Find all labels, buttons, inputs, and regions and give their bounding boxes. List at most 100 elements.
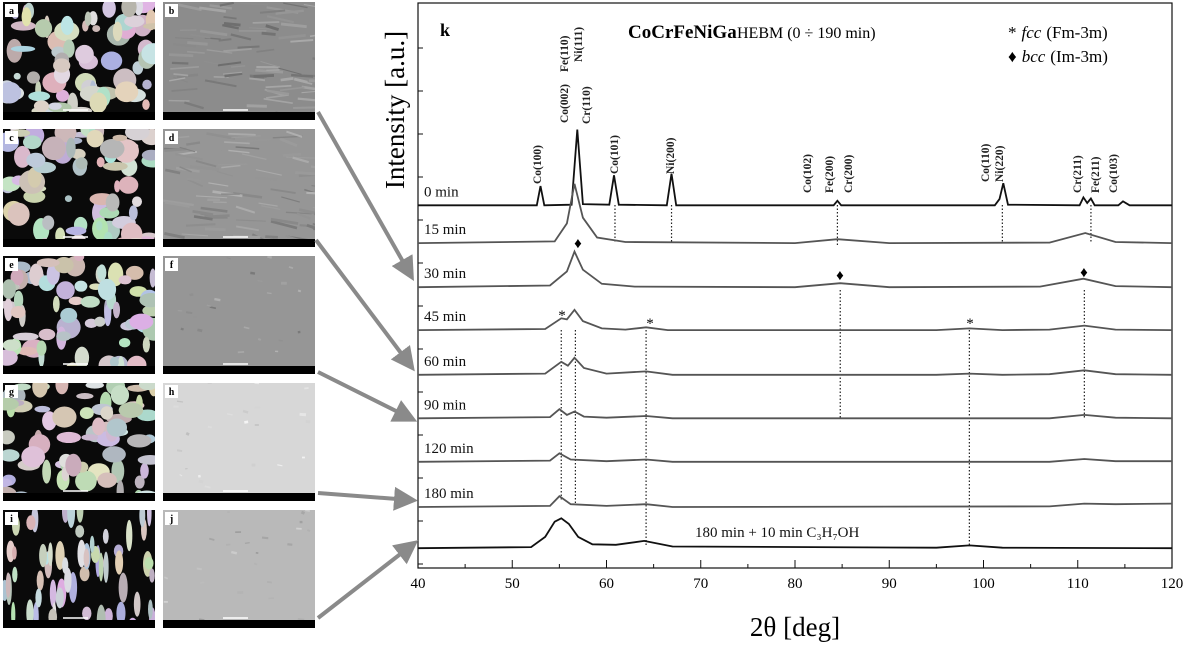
legend-entry: ♦bcc(Im-3m) xyxy=(1008,47,1108,66)
peak-annotation: Fe(211) xyxy=(1090,156,1102,193)
panel-letter: d xyxy=(169,133,175,144)
streak xyxy=(267,582,272,583)
particle xyxy=(142,150,161,161)
arrow xyxy=(318,493,410,500)
streak xyxy=(286,157,315,158)
particle xyxy=(66,227,87,235)
particle xyxy=(113,135,128,141)
particle xyxy=(13,333,39,341)
particle xyxy=(107,418,127,436)
sem-image: h xyxy=(163,383,315,501)
particle xyxy=(74,253,84,261)
trace xyxy=(418,184,1172,243)
streak xyxy=(243,411,248,412)
streak xyxy=(186,433,189,434)
particle xyxy=(56,281,75,299)
particle xyxy=(11,46,35,52)
x-tick-label: 120 xyxy=(1161,576,1184,592)
streak xyxy=(306,421,311,422)
panel-letter: i xyxy=(10,514,13,525)
sem-bg xyxy=(163,256,315,374)
streak xyxy=(281,78,294,80)
sem-image: g xyxy=(0,374,163,503)
sem-image: j xyxy=(163,510,315,628)
sem-image: c xyxy=(0,122,164,254)
particle xyxy=(53,58,70,72)
particle xyxy=(126,520,132,551)
trace-label: 180 min xyxy=(424,486,474,502)
streak xyxy=(298,291,301,292)
particle xyxy=(100,139,125,158)
streak xyxy=(181,329,184,330)
particle xyxy=(113,22,122,42)
panel-letter: b xyxy=(169,6,175,17)
streak xyxy=(291,75,313,76)
particle xyxy=(22,7,32,26)
particle xyxy=(55,375,68,394)
particle xyxy=(12,567,17,583)
info-bar xyxy=(163,239,315,247)
streak xyxy=(253,22,280,23)
trace-label: 180 min + 10 min C₃H₇OH xyxy=(695,525,860,541)
x-tick-label: 80 xyxy=(788,576,803,592)
particle xyxy=(61,16,74,35)
sem-texture xyxy=(0,122,164,254)
particle xyxy=(74,281,87,292)
particle xyxy=(26,515,35,530)
particle xyxy=(139,379,157,390)
info-bar xyxy=(163,112,315,120)
particle xyxy=(39,329,56,340)
particle xyxy=(94,317,105,327)
sem-image: f xyxy=(163,256,315,374)
info-bar xyxy=(3,493,155,501)
streak xyxy=(314,214,337,218)
sem-texture xyxy=(163,2,338,121)
particle xyxy=(64,568,71,593)
sem-texture xyxy=(163,383,315,501)
legend-symbol: * xyxy=(1008,23,1017,42)
peak-annotation: Co(002) xyxy=(559,84,571,123)
sem-texture xyxy=(0,0,165,120)
phase-marker: ♦ xyxy=(574,236,582,252)
streak xyxy=(229,77,252,78)
particle xyxy=(42,460,51,484)
streak xyxy=(172,63,188,64)
particle xyxy=(97,472,116,487)
particle xyxy=(110,357,119,368)
x-tick-label: 70 xyxy=(693,576,708,592)
streak xyxy=(164,149,186,151)
particle xyxy=(90,92,108,113)
particle xyxy=(103,162,128,171)
panel-letter: c xyxy=(9,133,14,144)
particle xyxy=(28,91,50,101)
phase-marker: ♦ xyxy=(836,268,844,284)
particle xyxy=(98,279,116,300)
particle xyxy=(84,549,90,568)
particle xyxy=(52,406,76,427)
particle xyxy=(139,504,145,527)
particle xyxy=(92,25,100,32)
particle xyxy=(8,203,30,226)
particle xyxy=(23,135,42,149)
particle xyxy=(149,569,155,583)
streak xyxy=(298,619,304,620)
streak xyxy=(267,256,271,257)
particle xyxy=(0,449,20,461)
particle xyxy=(66,138,76,159)
particle xyxy=(57,432,81,443)
info-bar xyxy=(163,493,315,501)
particle xyxy=(147,500,152,527)
streak xyxy=(295,173,327,175)
streak xyxy=(265,237,278,238)
particle xyxy=(81,296,100,308)
streak xyxy=(197,330,202,331)
x-axis-label: 2θ [deg] xyxy=(750,612,840,642)
particle xyxy=(75,525,84,537)
sem-bg xyxy=(163,383,315,501)
particle xyxy=(35,19,52,37)
legend-symbol: ♦ xyxy=(1008,47,1017,66)
streak xyxy=(254,563,257,564)
particle xyxy=(119,573,128,603)
streak xyxy=(287,544,292,545)
particle xyxy=(75,347,89,369)
